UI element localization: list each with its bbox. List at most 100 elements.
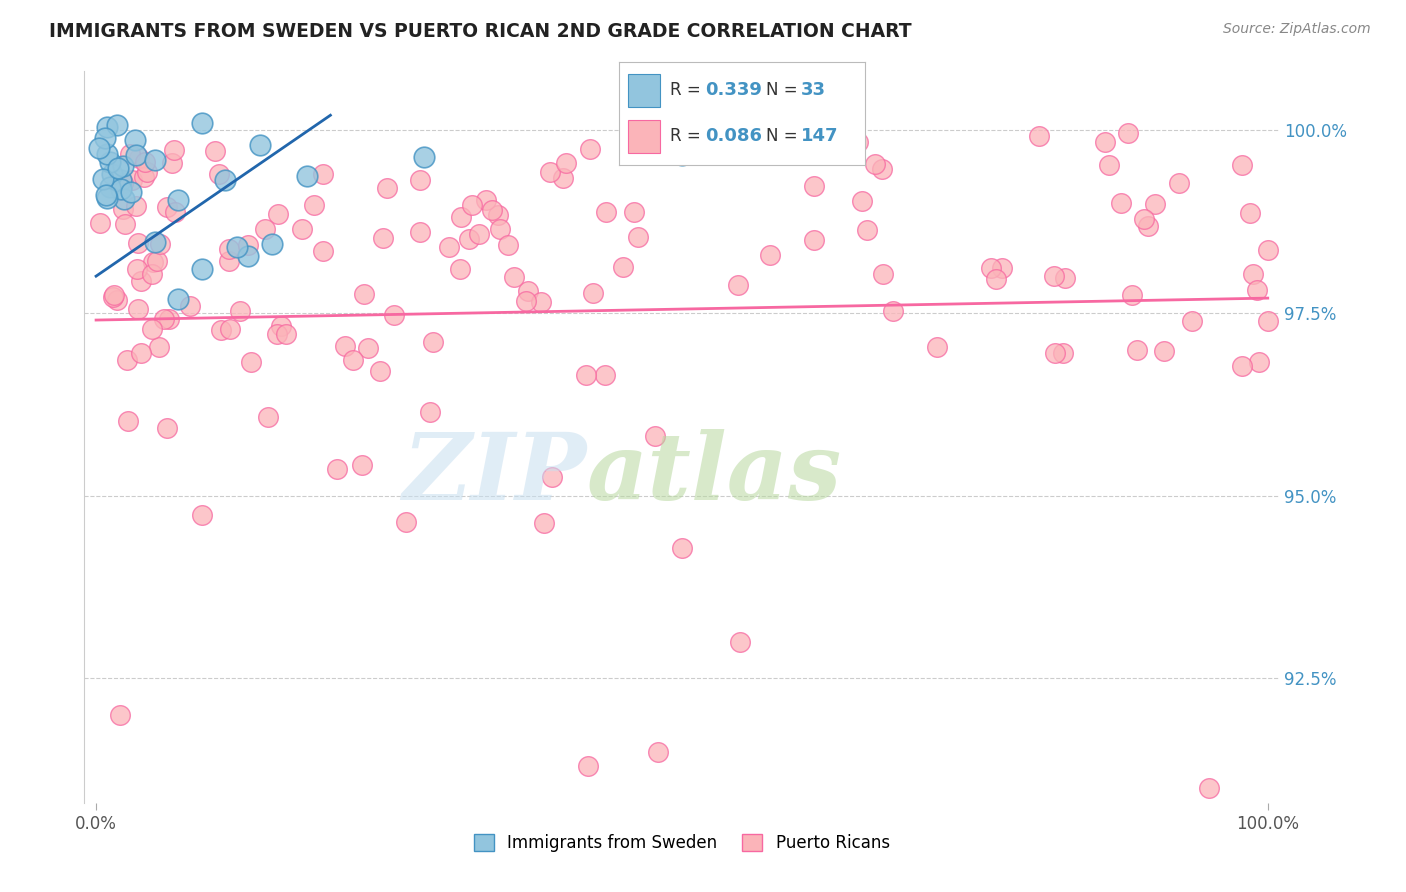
Point [533, 516, 555, 530]
Point [128, 151, 150, 165]
Point [395, 515, 418, 529]
Point [209, 323, 232, 337]
Text: N =: N = [766, 81, 803, 99]
Point [96, 147, 118, 161]
Point [114, 192, 136, 206]
Point [851, 194, 873, 208]
Point [1125, 343, 1147, 357]
Point [145, 253, 167, 268]
Point [117, 414, 139, 428]
Point [422, 334, 444, 349]
Point [409, 173, 432, 187]
Point [238, 249, 260, 263]
Point [515, 293, 537, 308]
Point [1132, 212, 1154, 227]
Bar [628, 74, 661, 106]
Point [612, 260, 634, 274]
Point [121, 173, 143, 187]
Point [803, 178, 825, 193]
Point [848, 135, 870, 149]
Point [486, 208, 509, 222]
Point [450, 210, 472, 224]
Point [671, 148, 693, 162]
Point [96, 191, 118, 205]
Point [872, 267, 894, 281]
Point [517, 284, 540, 298]
Text: 147: 147 [801, 128, 838, 145]
Point [98, 154, 121, 169]
Point [218, 322, 240, 336]
Point [730, 635, 752, 649]
Point [1198, 781, 1220, 796]
Point [644, 429, 666, 443]
Point [502, 269, 524, 284]
Text: ZIP: ZIP [402, 429, 586, 518]
Point [1052, 346, 1074, 360]
Point [270, 318, 292, 333]
Point [1257, 314, 1279, 328]
Point [1153, 344, 1175, 359]
Point [1121, 288, 1143, 302]
Point [541, 469, 564, 483]
Point [578, 142, 600, 156]
Point [1094, 135, 1116, 149]
Point [114, 217, 136, 231]
Point [105, 118, 128, 132]
Point [89, 141, 111, 155]
Point [449, 262, 471, 277]
Text: IMMIGRANTS FROM SWEDEN VS PUERTO RICAN 2ND GRADE CORRELATION CHART: IMMIGRANTS FROM SWEDEN VS PUERTO RICAN 2… [49, 22, 912, 41]
Point [882, 303, 904, 318]
Point [134, 155, 156, 169]
Point [671, 541, 693, 556]
Point [870, 161, 893, 176]
Point [118, 146, 141, 161]
Point [623, 205, 645, 219]
Point [413, 150, 436, 164]
Point [127, 236, 149, 251]
Text: R =: R = [671, 81, 706, 99]
Point [191, 508, 214, 522]
Point [481, 202, 503, 217]
Point [382, 308, 405, 322]
Point [375, 180, 398, 194]
Point [141, 267, 163, 281]
Point [124, 133, 146, 147]
Point [627, 229, 650, 244]
Point [115, 353, 138, 368]
Point [111, 159, 134, 173]
Point [236, 237, 259, 252]
Point [1116, 126, 1139, 140]
Point [160, 156, 183, 170]
Point [100, 167, 122, 181]
Point [496, 238, 519, 252]
Point [1043, 269, 1066, 284]
Point [803, 233, 825, 247]
Point [267, 207, 290, 221]
Point [207, 167, 229, 181]
Point [353, 286, 375, 301]
Point [856, 223, 879, 237]
Point [984, 272, 1007, 286]
Point [214, 173, 236, 187]
Point [1230, 359, 1253, 373]
Point [1045, 345, 1067, 359]
Point [142, 254, 165, 268]
Point [582, 286, 605, 301]
Point [143, 235, 166, 249]
Point [110, 172, 132, 186]
Point [312, 244, 335, 259]
Point [551, 170, 574, 185]
Point [143, 153, 166, 167]
Point [225, 240, 247, 254]
Point [127, 301, 149, 316]
Point [538, 165, 561, 179]
Point [373, 231, 395, 245]
Text: 33: 33 [801, 81, 825, 99]
Point [131, 346, 153, 360]
Point [352, 458, 374, 473]
Point [467, 227, 489, 241]
Point [108, 708, 131, 723]
Point [107, 161, 129, 175]
Point [240, 355, 263, 369]
Point [163, 143, 186, 157]
